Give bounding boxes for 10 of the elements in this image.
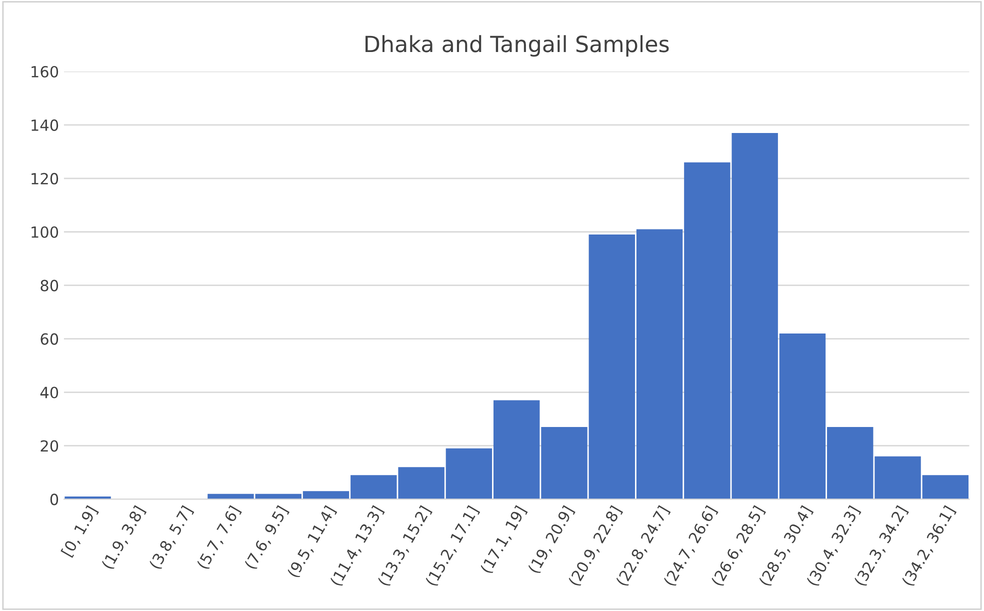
y-tick-label: 60: [40, 333, 58, 345]
chart-title: Dhaka and Tangail Samples: [366, 35, 669, 57]
y-tick-label: 40: [40, 386, 58, 398]
y-tick-label: 100: [32, 226, 58, 238]
y-tick-label: 0: [50, 494, 58, 506]
y-tick-label: 80: [40, 280, 58, 292]
y-tick-label: 160: [32, 66, 58, 78]
y-tick-label: 20: [40, 440, 58, 452]
y-tick-label: 140: [32, 119, 58, 131]
y-tick-label: 120: [32, 172, 58, 184]
